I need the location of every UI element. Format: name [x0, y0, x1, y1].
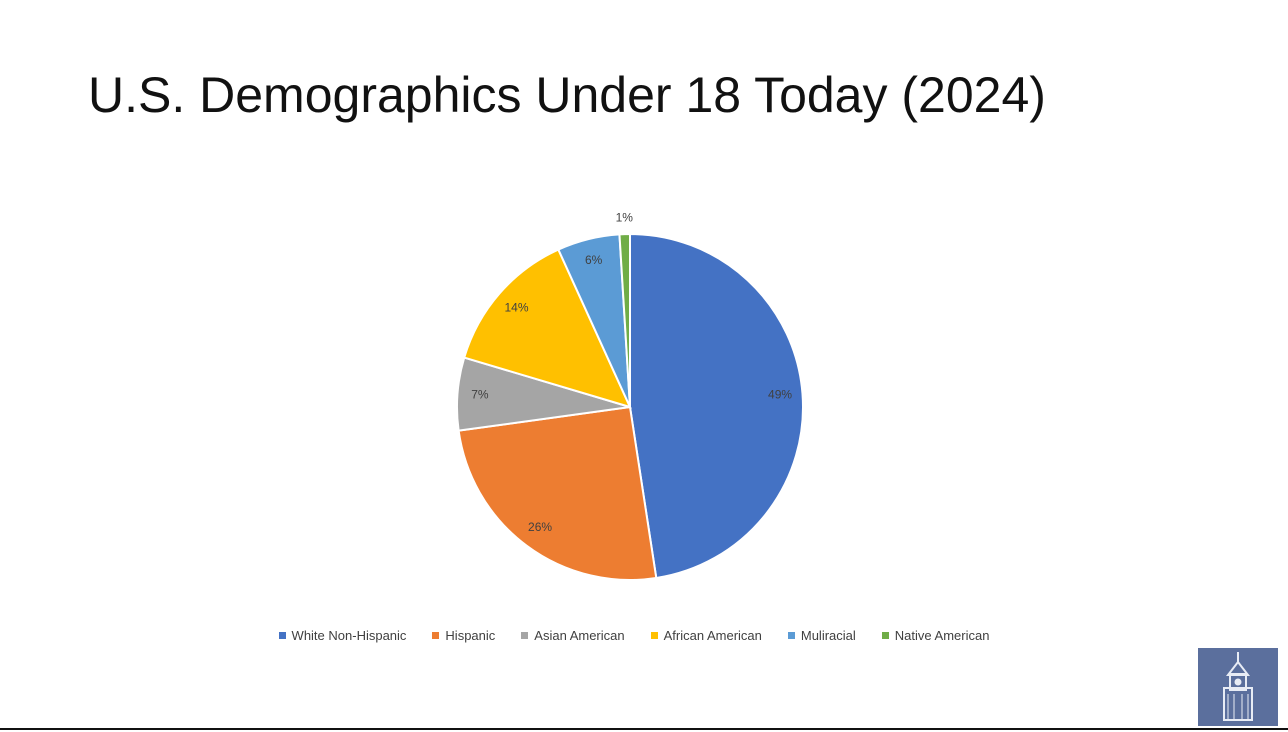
legend-item: Hispanic [432, 628, 495, 643]
legend-label: Native American [894, 628, 990, 643]
legend-swatch [521, 632, 529, 639]
data-label: 14% [505, 300, 529, 314]
data-label: 49% [768, 388, 792, 402]
data-label: 26% [528, 520, 552, 534]
legend-swatch [787, 632, 795, 639]
data-label: 1% [616, 211, 634, 225]
data-label: 6% [585, 253, 603, 267]
legend-item: Muliracial [787, 628, 856, 643]
logo-icon [1223, 652, 1253, 721]
divider [0, 728, 1288, 730]
legend-label: Hispanic [445, 628, 496, 643]
legend-swatch [650, 632, 658, 639]
data-label: 7% [471, 388, 489, 402]
legend-item: African American [650, 628, 762, 643]
legend-swatch [278, 632, 286, 639]
legend-swatch [432, 632, 440, 639]
legend-item: White Non-Hispanic [278, 628, 407, 643]
chart-title: U.S. Demographics Under 18 Today (2024) [88, 67, 1046, 123]
legend-label: Muliracial [800, 628, 856, 643]
legend-item: Asian American [521, 628, 625, 643]
legend: White Non-Hispanic Hispanic Asian American… [0, 628, 1268, 643]
pie-slice [618, 232, 631, 408]
legend-item: Native American [881, 628, 990, 643]
legend-label: African American [663, 628, 762, 643]
pie-slice [462, 248, 632, 409]
legend-swatch [881, 632, 889, 639]
legend-label: Asian American [534, 628, 625, 643]
pie-slice [457, 405, 658, 581]
pie-slice [629, 232, 804, 580]
legend-label: White Non-Hispanic [291, 628, 407, 643]
logo [1198, 648, 1278, 726]
